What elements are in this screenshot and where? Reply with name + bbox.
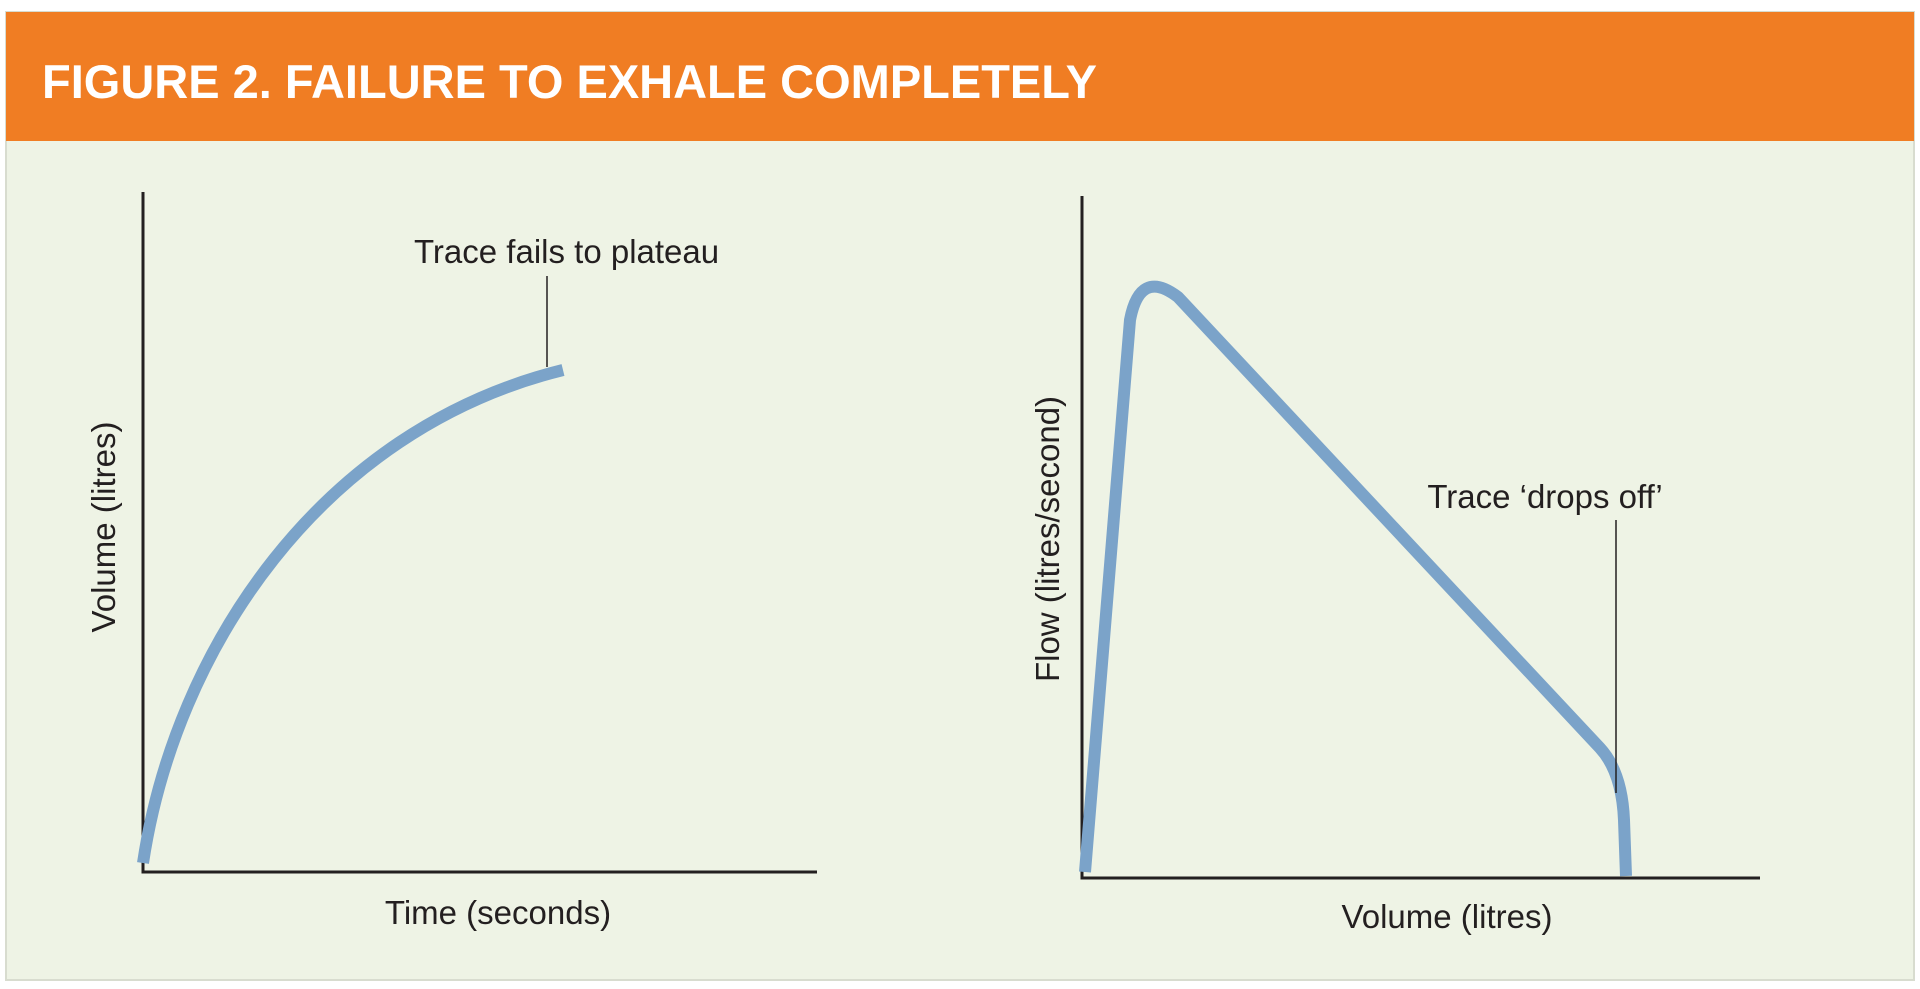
panel-left: Trace fails to plateau Volume (litres) T… (85, 192, 817, 931)
y-axis-label: Flow (litres/second) (1029, 396, 1066, 682)
trace (1079, 280, 1632, 877)
axes (141, 192, 817, 874)
y-axis-label: Volume (litres) (85, 422, 122, 633)
annotation: Trace ‘drops off’ (1427, 478, 1662, 515)
header-bar (6, 12, 1914, 141)
axes (1080, 196, 1760, 880)
trace (137, 364, 565, 864)
annotation: Trace fails to plateau (414, 233, 719, 270)
x-axis-label: Volume (litres) (1342, 898, 1553, 935)
panel-right: Trace ‘drops off’ Flow (litres/second) V… (1029, 196, 1760, 935)
x-axis-label: Time (seconds) (385, 894, 611, 931)
figure-title: FIGURE 2. FAILURE TO EXHALE COMPLETELY (42, 55, 1097, 108)
